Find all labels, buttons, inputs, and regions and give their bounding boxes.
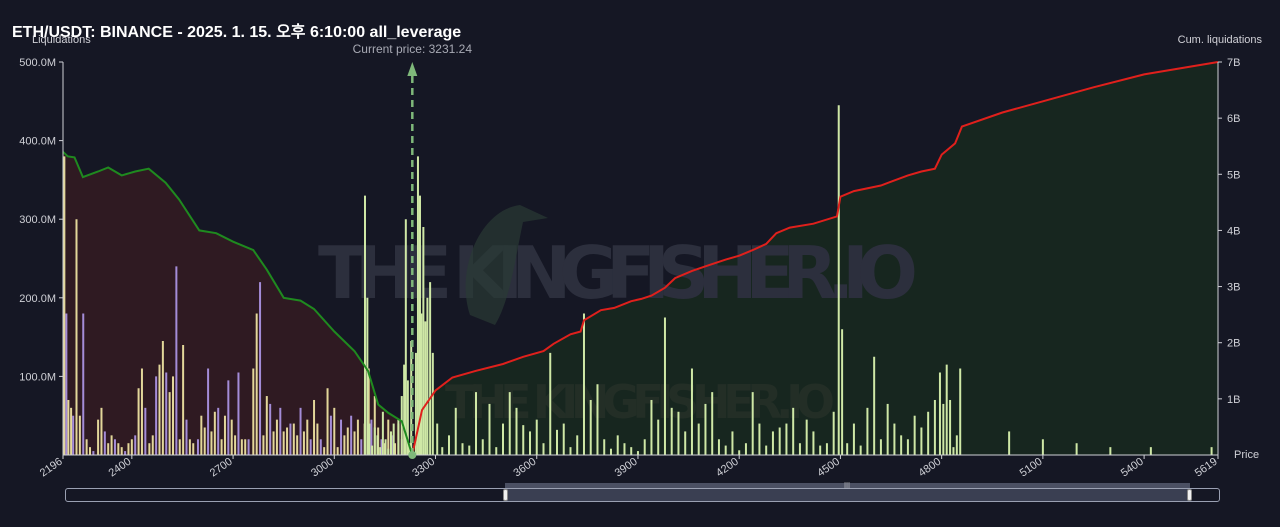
x-tick-label: 4800 (916, 456, 943, 480)
y2-tick-label: 7B (1227, 57, 1240, 69)
x-tick-label: 3900 (613, 456, 640, 480)
x-tick-label: 3600 (512, 456, 539, 480)
kingfisher-logo-icon (465, 205, 548, 325)
cum-short-line (411, 61, 1219, 456)
y2-axis-label: Cum. liquidations (1177, 34, 1262, 46)
cum-long-line (62, 151, 414, 456)
y2-tick-label: 3B (1227, 282, 1240, 294)
grip-icon[interactable]: ||| (844, 482, 851, 489)
y-tick-label: 100.0M (19, 371, 56, 383)
x-tick-label: 3300 (410, 456, 437, 480)
y2-tick-label: 6B (1227, 113, 1240, 125)
y-tick-label: 300.0M (19, 214, 56, 226)
x-tick-label: 5400 (1119, 456, 1146, 480)
y2-tick-label: 1B (1227, 394, 1240, 406)
range-start-handle[interactable] (503, 489, 508, 501)
y-tick-label: 400.0M (19, 136, 56, 148)
watermark-text-small: THE KINGFISHER.IO (445, 375, 835, 429)
current-price-label: Current price: 3231.24 (353, 42, 473, 56)
x-tick-label: 2196 (38, 456, 65, 480)
range-selection-window[interactable] (505, 488, 1190, 502)
y2-tick-label: 5B (1227, 169, 1240, 181)
y-tick-label: 200.0M (19, 293, 56, 305)
x-tick-label: 5619 (1193, 456, 1220, 480)
watermark-text: THE KINGFISHER.IO (318, 231, 918, 315)
cum-short-area (412, 62, 1218, 455)
x-tick-label: 4500 (815, 456, 842, 480)
current-price-dot (408, 451, 417, 459)
y-tick-label: 500.0M (19, 57, 56, 69)
cum-long-area (63, 151, 413, 456)
x-tick-label: 2400 (107, 456, 134, 480)
x-axis-label: Price (1234, 449, 1259, 461)
y2-tick-label: 4B (1227, 225, 1240, 237)
current-price-arrow-icon (407, 62, 418, 76)
range-selection-bar[interactable] (505, 483, 1190, 488)
chart-title: ETH/USDT: BINANCE - 2025. 1. 15. 오후 6:10… (12, 24, 462, 41)
x-tick-label: 3000 (309, 456, 336, 480)
x-tick-label: 5100 (1018, 456, 1045, 480)
x-tick-label: 2700 (208, 456, 235, 480)
x-tick-label: 4200 (714, 456, 741, 480)
range-end-handle[interactable] (1187, 489, 1192, 501)
y-axis-label: Liquidations (32, 34, 91, 46)
y2-tick-label: 2B (1227, 338, 1240, 350)
